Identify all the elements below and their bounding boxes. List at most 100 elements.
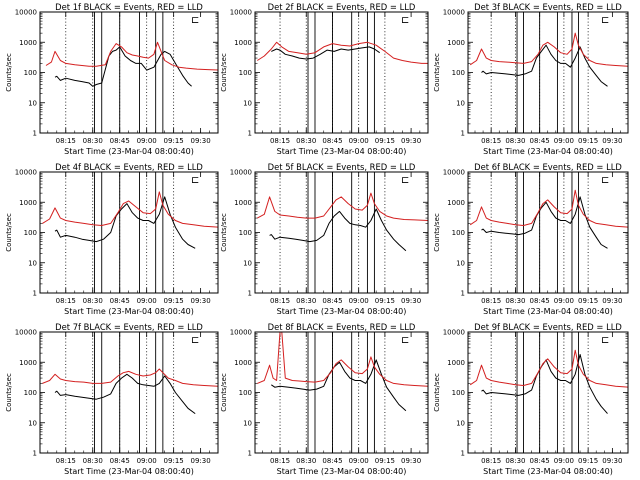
y-tick-label: 10000 [15,9,37,17]
series-group [45,41,218,87]
x-tick-label: 09:15 [578,137,598,145]
events-series-line [271,46,380,60]
chart-title: Det 7f BLACK = Events, RED = LLD [55,322,203,332]
x-tick-label: 08:45 [110,457,130,465]
panel-annotation: ⊏ [191,335,199,346]
chart-title: Det 8f BLACK = Events, RED = LLD [268,322,416,332]
y-axis-label: Counts/sec [5,213,13,252]
events-series-line [271,359,407,412]
events-series-line [481,354,608,414]
y-tick-label: 100 [452,389,465,397]
y-axis-label: Counts/sec [220,213,228,252]
x-tick-label: 09:30 [191,297,211,305]
x-tick-label: 09:00 [137,297,157,305]
events-series-line [269,208,407,252]
y-axis-label: Counts/sec [220,373,228,412]
x-axis-label: Start Time (23-Mar-04 08:00:40) [277,147,407,156]
x-axis-label: Start Time (23-Mar-04 08:00:40) [277,467,407,476]
y-axis-label: Counts/sec [5,373,13,412]
y-tick-label: 10 [28,259,37,267]
y-tick-label: 100 [452,69,465,77]
lld-series-line [257,332,428,387]
x-tick-label: 08:45 [322,137,342,145]
x-tick-label: 09:00 [137,457,157,465]
series-group [257,192,428,252]
y-tick-label: 1000 [447,39,465,47]
y-tick-label: 10000 [15,329,37,337]
y-tick-label: 1 [33,290,37,298]
chart-panel: Det 2f BLACK = Events, RED = LLD Counts/s… [220,2,429,156]
x-tick-label: 08:45 [530,297,550,305]
y-tick-label: 1 [33,450,37,458]
x-tick-label: 08:15 [56,137,76,145]
lld-series-line [469,32,628,67]
y-tick-label: 10 [28,99,37,107]
y-tick-label: 1 [248,130,252,138]
y-tick-label: 1000 [234,359,252,367]
panel-annotation: ⊏ [401,335,409,346]
y-tick-label: 100 [239,389,252,397]
x-tick-label: 09:15 [578,297,598,305]
panel-annotation: ⊏ [401,175,409,186]
y-tick-label: 10 [243,99,252,107]
plot-frame [467,171,629,294]
chart-panel: Det 1f BLACK = Events, RED = LLD Counts/s… [5,2,219,156]
y-tick-label: 100 [24,389,37,397]
x-tick-label: 09:30 [191,457,211,465]
y-tick-label: 10000 [230,329,252,337]
y-tick-label: 10000 [443,329,465,337]
events-series-line [54,373,196,415]
x-axis-label: Start Time (23-Mar-04 08:00:40) [483,467,613,476]
panel-annotation: ⊏ [401,15,409,26]
lld-series-line [257,192,428,221]
series-group [42,191,218,249]
x-tick-label: 09:30 [602,297,622,305]
x-tick-label: 09:00 [554,457,574,465]
x-tick-label: 08:30 [296,297,316,305]
series-group [257,41,428,64]
y-tick-label: 1000 [19,359,37,367]
y-tick-label: 100 [24,69,37,77]
y-tick-label: 1000 [447,199,465,207]
x-tick-label: 09:00 [349,137,369,145]
chart-panel: Det 4f BLACK = Events, RED = LLD Counts/s… [5,162,219,316]
x-axis-label: Start Time (23-Mar-04 08:00:40) [483,147,613,156]
chart-title: Det 6f BLACK = Events, RED = LLD [474,162,622,172]
plot-frame [467,11,629,134]
x-tick-label: 09:00 [554,297,574,305]
x-tick-label: 09:30 [401,457,421,465]
series-group [469,189,628,249]
x-axis-label: Start Time (23-Mar-04 08:00:40) [483,307,613,316]
x-tick-label: 08:30 [296,137,316,145]
x-tick-label: 08:15 [270,297,290,305]
x-tick-label: 09:30 [401,137,421,145]
x-tick-label: 09:15 [164,137,184,145]
panel-annotation: ⊏ [601,15,609,26]
y-tick-label: 1 [248,450,252,458]
y-tick-label: 10000 [443,169,465,177]
x-tick-label: 08:15 [270,457,290,465]
events-series-line [481,196,608,249]
y-tick-label: 100 [24,229,37,237]
lld-series-line [45,41,218,71]
y-axis-label: Counts/sec [5,53,13,92]
series-group [469,32,628,87]
y-tick-label: 100 [452,229,465,237]
events-series-line [54,196,196,249]
x-tick-label: 08:45 [110,297,130,305]
lld-series-line [257,41,428,64]
y-tick-label: 10000 [15,169,37,177]
x-tick-label: 09:30 [602,457,622,465]
chart-title: Det 9f BLACK = Events, RED = LLD [474,322,622,332]
x-tick-label: 09:30 [602,137,622,145]
chart-panel: Det 7f BLACK = Events, RED = LLD Counts/s… [5,322,219,476]
x-axis-label: Start Time (23-Mar-04 08:00:40) [64,307,194,316]
x-tick-label: 09:30 [191,137,211,145]
y-tick-label: 1 [33,130,37,138]
y-tick-label: 1000 [234,39,252,47]
x-tick-label: 09:00 [554,137,574,145]
x-tick-label: 09:15 [375,297,395,305]
y-tick-label: 1 [461,130,465,138]
plot-frame [254,331,429,454]
lld-series-line [469,349,628,388]
